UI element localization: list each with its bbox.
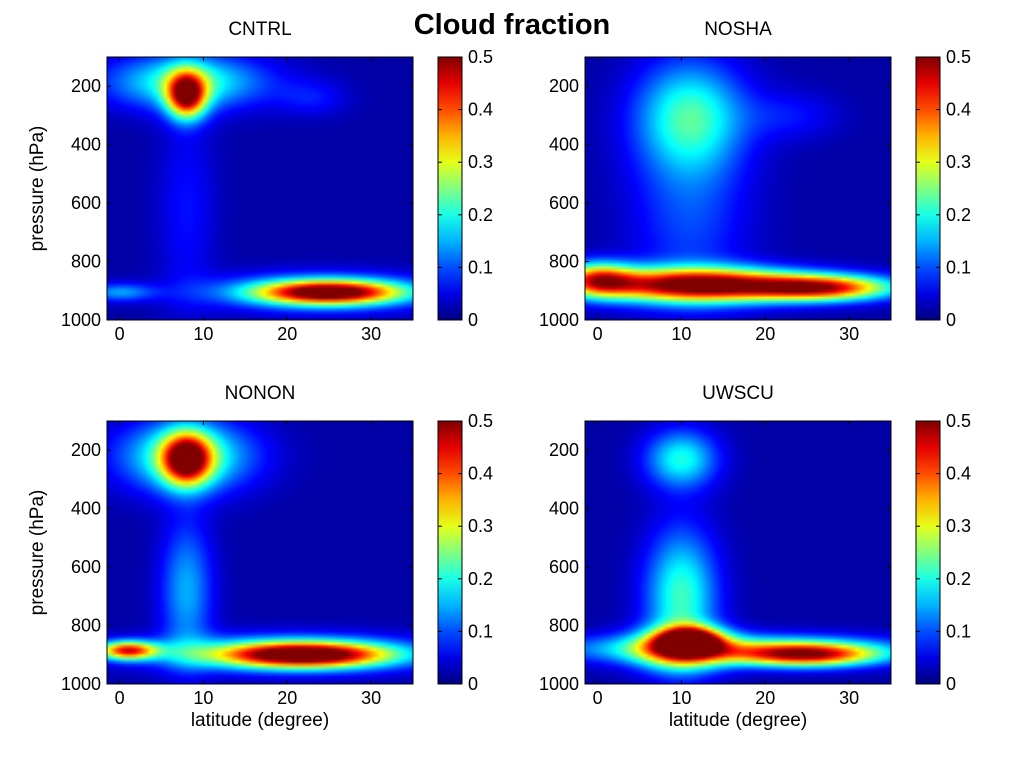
colorbar-tick-label: 0.3 xyxy=(468,152,493,172)
y-tick-label: 1000 xyxy=(61,310,101,330)
x-tick-label: 30 xyxy=(361,688,381,708)
colorbar-tick-label: 0.5 xyxy=(468,47,493,67)
x-tick-label: 20 xyxy=(277,324,297,344)
y-tick-label: 1000 xyxy=(539,674,579,694)
colorbar-tick-label: 0.3 xyxy=(468,516,493,536)
colorbar-tick-label: 0 xyxy=(946,674,956,694)
x-tick-label: 10 xyxy=(671,324,691,344)
y-tick-label: 400 xyxy=(71,135,101,155)
panel-uwscu: UWSCU 0 10 20 30 200 400 600 800 1000 latitude (de… xyxy=(539,383,971,731)
colorbar xyxy=(915,420,941,685)
heatmap-image xyxy=(107,421,413,684)
y-tick-label: 1000 xyxy=(61,674,101,694)
x-tick-label: 0 xyxy=(593,324,603,344)
panel-nonon: NONON 0 10 20 30 200 400 600 800 1000 pressure (hP… xyxy=(27,383,493,731)
colorbar-tick-label: 0.3 xyxy=(946,516,971,536)
colorbar-tick-label: 0.4 xyxy=(946,100,971,120)
y-axis-label: pressure (hPa) xyxy=(27,490,48,616)
y-tick-label: 400 xyxy=(549,135,579,155)
colorbar-tick-label: 0.4 xyxy=(946,464,971,484)
heatmap-image xyxy=(585,57,891,320)
colorbar-tick-label: 0.3 xyxy=(946,152,971,172)
colorbar-tick-label: 0.4 xyxy=(468,100,493,120)
figure-title: Cloud fraction xyxy=(414,9,611,41)
plot-frame xyxy=(584,56,892,321)
x-tick-label: 0 xyxy=(115,324,125,344)
x-tick-label: 30 xyxy=(839,324,859,344)
colorbar xyxy=(915,56,941,321)
y-tick-label: 600 xyxy=(71,193,101,213)
y-tick-label: 800 xyxy=(549,616,579,636)
colorbar-tick-label: 0.1 xyxy=(468,257,493,277)
panel-title: NONON xyxy=(225,383,296,404)
panel-title: UWSCU xyxy=(702,383,774,404)
plot-frame xyxy=(584,420,892,685)
x-tick-label: 20 xyxy=(277,688,297,708)
colorbar-tick-label: 0.2 xyxy=(946,569,971,589)
y-tick-label: 200 xyxy=(71,440,101,460)
x-tick-label: 30 xyxy=(839,688,859,708)
colorbar-tick-label: 0.4 xyxy=(468,464,493,484)
x-axis-label: latitude (degree) xyxy=(191,710,329,731)
colorbar-tick-label: 0.1 xyxy=(468,621,493,641)
y-tick-label: 800 xyxy=(71,252,101,272)
heatmap-image xyxy=(107,57,413,320)
x-tick-label: 20 xyxy=(755,688,775,708)
colorbar-tick-label: 0.5 xyxy=(946,47,971,67)
plot-frame xyxy=(106,56,414,321)
y-tick-label: 400 xyxy=(549,499,579,519)
y-tick-label: 600 xyxy=(549,557,579,577)
y-tick-label: 200 xyxy=(549,440,579,460)
colorbar-tick-label: 0 xyxy=(946,310,956,330)
y-tick-label: 1000 xyxy=(539,310,579,330)
y-tick-label: 800 xyxy=(71,616,101,636)
y-tick-label: 800 xyxy=(549,252,579,272)
heatmap-image xyxy=(585,421,891,684)
x-tick-label: 0 xyxy=(593,688,603,708)
y-tick-label: 400 xyxy=(71,499,101,519)
x-tick-label: 10 xyxy=(193,324,213,344)
colorbar-tick-label: 0 xyxy=(468,674,478,694)
colorbar-tick-label: 0.5 xyxy=(946,411,971,431)
panel-title: CNTRL xyxy=(228,19,291,40)
x-tick-label: 30 xyxy=(361,324,381,344)
colorbar-tick-label: 0.2 xyxy=(946,205,971,225)
y-tick-label: 600 xyxy=(71,557,101,577)
colorbar-tick-label: 0.2 xyxy=(468,205,493,225)
y-axis-label: pressure (hPa) xyxy=(27,126,48,252)
colorbar-tick-label: 0.1 xyxy=(946,621,971,641)
x-tick-label: 0 xyxy=(115,688,125,708)
panel-title: NOSHA xyxy=(704,19,772,40)
colorbar-tick-label: 0.5 xyxy=(468,411,493,431)
x-tick-label: 10 xyxy=(671,688,691,708)
colorbar-tick-label: 0 xyxy=(468,310,478,330)
x-tick-label: 20 xyxy=(755,324,775,344)
y-tick-label: 200 xyxy=(549,76,579,96)
colorbar-tick-label: 0.2 xyxy=(468,569,493,589)
colorbar xyxy=(437,420,463,685)
colorbar xyxy=(437,56,463,321)
panel-nosha: NOSHA 0 10 20 30 200 400 600 800 1000 0 0.1 0.2 0.3 0.… xyxy=(539,19,971,344)
x-tick-label: 10 xyxy=(193,688,213,708)
y-tick-label: 600 xyxy=(549,193,579,213)
colorbar-tick-label: 0.1 xyxy=(946,257,971,277)
plot-frame xyxy=(106,420,414,685)
y-tick-label: 200 xyxy=(71,76,101,96)
x-axis-label: latitude (degree) xyxy=(669,710,807,731)
panel-cntrl: CNTRL 0 10 20 30 200 400 600 800 1000 pressure (hP… xyxy=(27,19,493,344)
